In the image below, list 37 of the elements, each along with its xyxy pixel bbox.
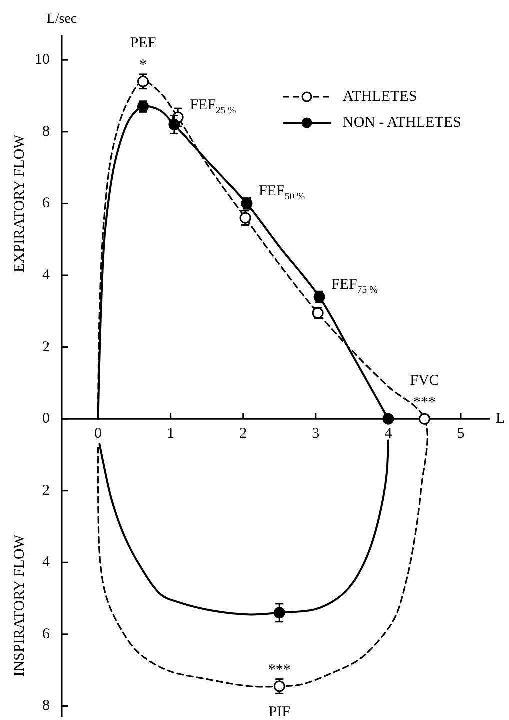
y-tick-label: 10 [35,52,50,68]
x-tick-label: 0 [94,426,102,442]
y-axis-title: EXPIRATORY FLOW [12,134,28,273]
y-tick-label: 2 [42,339,50,356]
y-tick-label: 8 [42,124,50,140]
y-tick-label: 4 [42,554,50,571]
point [137,76,149,88]
point [418,413,430,425]
x-tick-label: 2 [240,426,248,442]
y-tick-label: 6 [42,196,50,212]
y-tick-label: 6 [42,626,50,642]
x-axis-title: L [496,411,506,428]
legend-label: ATHLETES [343,89,418,105]
text: INSPIRATORY FLOW [12,534,28,677]
point [168,118,180,130]
y-tick-label: 4 [42,267,50,284]
annotation: PEF [130,36,156,52]
point [382,413,394,425]
annotation: FEF$_{75 %}$ [332,277,378,296]
annotation: * [139,58,147,74]
x-tick-label: 4 [384,426,393,442]
annotation: PIF [268,704,290,720]
x-tick-label: 3 [312,426,320,442]
annotation: *** [268,662,291,678]
point [274,607,286,619]
annotation: FEF$_{50 %}$ [258,184,306,203]
y-tick-label: 8 [42,698,50,714]
annotation: FVC [410,373,440,390]
annotation: FEF$_{25 %}$ [190,98,236,117]
annotation: *** [413,395,436,412]
legend-label: NON - ATHLETES [343,115,462,131]
y-tick-label: 0 [42,411,50,428]
text: L/sec [46,12,78,27]
point [240,212,252,224]
x-tick-label: 1 [167,426,175,442]
y-tick-label: 2 [42,482,50,499]
x-tick-label: 5 [457,426,465,442]
